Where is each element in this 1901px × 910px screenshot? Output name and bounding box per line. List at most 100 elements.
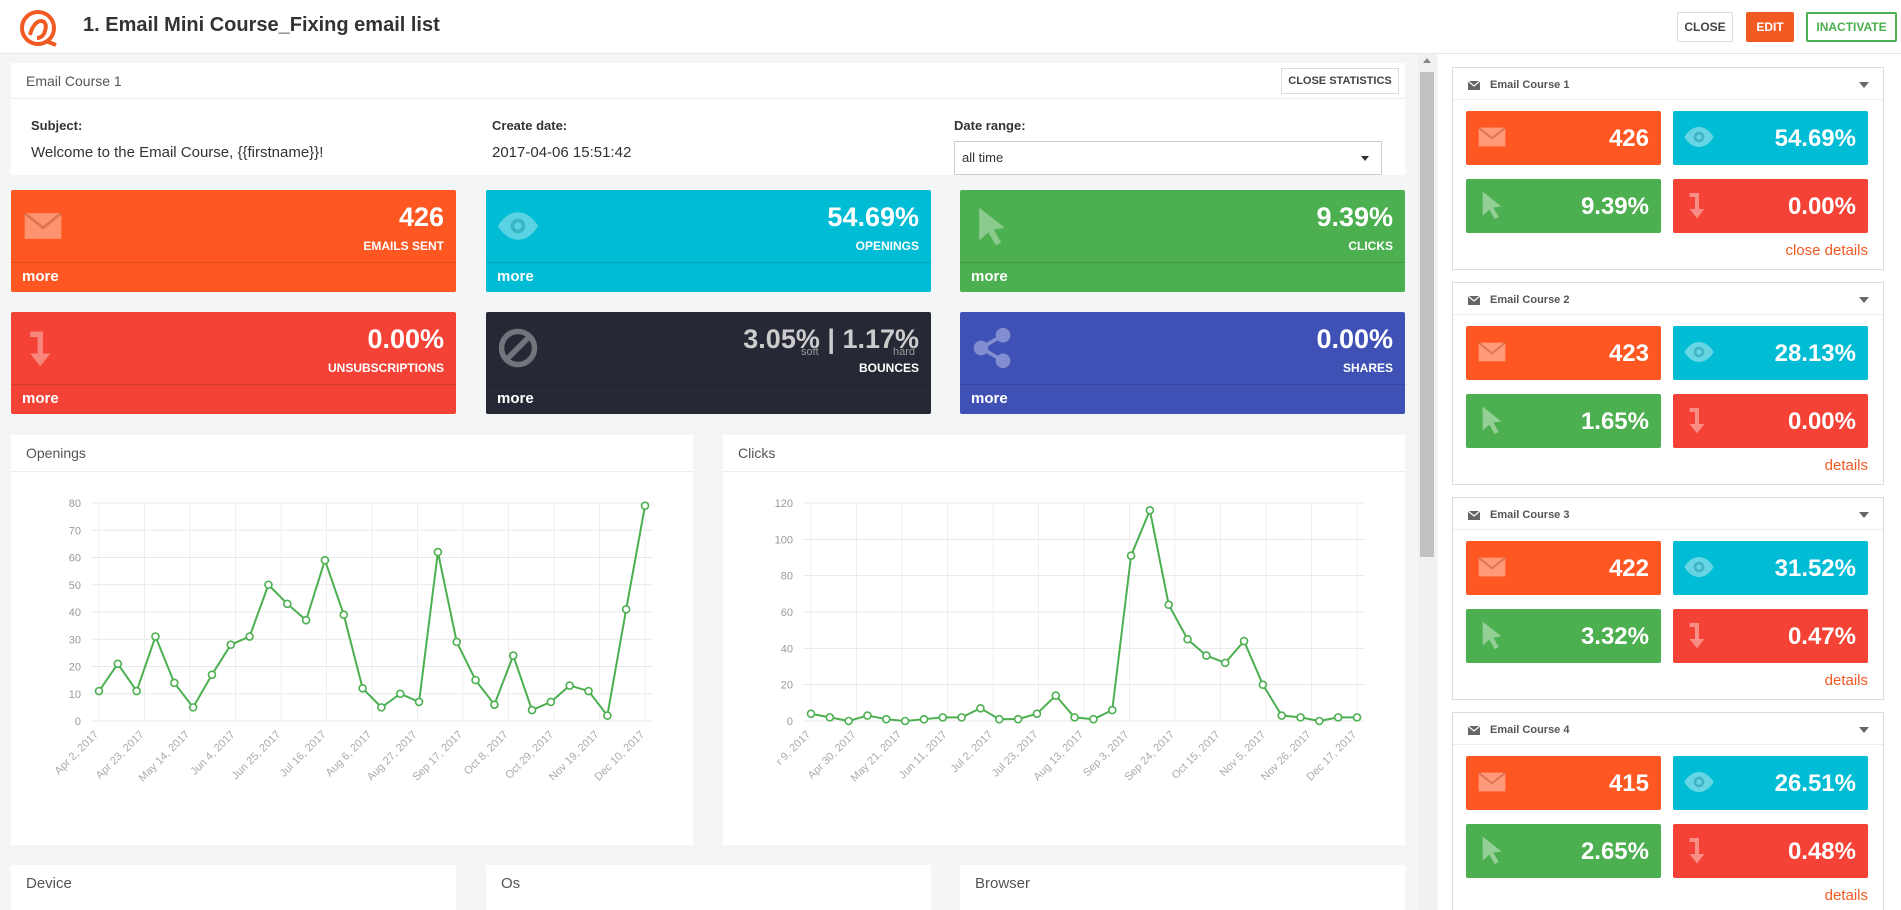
course-card: Email Course 1 426 54.69% 9.39% 0.00% close d… xyxy=(1452,67,1884,270)
course-card-title: Email Course 1 xyxy=(1490,79,1570,91)
openings-more-link[interactable]: more xyxy=(497,268,534,285)
course-details-link[interactable]: details xyxy=(1824,672,1868,689)
data-point xyxy=(938,713,948,722)
data-point xyxy=(1220,658,1230,668)
chevron-down-icon[interactable] xyxy=(1859,512,1869,518)
x-tick-label: Oct 8, 2017 xyxy=(462,729,511,778)
course-details-link[interactable]: details xyxy=(1824,887,1868,904)
shares-label: SHARES xyxy=(1342,361,1393,375)
openings-tile: 54.69% OPENINGS more xyxy=(486,190,931,292)
close-statistics-button[interactable]: CLOSE STATISTICS xyxy=(1281,68,1399,94)
y-tick-label: 40 xyxy=(69,607,81,619)
bounces-hard-label: hard xyxy=(893,346,916,358)
data-point xyxy=(339,610,349,620)
y-tick-label: 0 xyxy=(75,716,81,728)
course-card: Email Course 2 423 28.13% 1.65% 0.00% details xyxy=(1452,282,1884,485)
course-clicks-value: 2.65% xyxy=(1580,838,1649,865)
unsubscriptions-more-link[interactable]: more xyxy=(22,390,59,407)
data-point xyxy=(863,711,872,720)
course-details-link[interactable]: close details xyxy=(1785,242,1868,259)
divider xyxy=(960,262,1405,263)
create-date-label: Create date: xyxy=(492,118,568,133)
chevron-down-icon[interactable] xyxy=(1859,82,1869,88)
bounces-value: 3.05% | 1.17% xyxy=(743,324,919,355)
data-point xyxy=(452,637,462,647)
unsubscriptions-value: 0.00% xyxy=(367,324,444,354)
data-point xyxy=(640,501,650,511)
data-point xyxy=(113,659,123,669)
data-point xyxy=(264,580,273,590)
shares-more-link[interactable]: more xyxy=(971,390,1008,407)
data-point xyxy=(882,714,891,724)
openings-label: OPENINGS xyxy=(855,239,919,253)
data-point xyxy=(806,709,816,719)
eye-icon xyxy=(1683,121,1715,153)
x-tick-label: r 9, 2017 xyxy=(774,729,813,768)
course-clicks-tile: 3.32% xyxy=(1466,609,1661,663)
course-unsubscriptions-value: 0.48% xyxy=(1787,838,1856,865)
chevron-down-icon[interactable] xyxy=(1859,297,1869,303)
course-sent-tile: 415 xyxy=(1466,756,1661,810)
x-tick-label: Jun 25, 2017 xyxy=(230,729,283,782)
data-point xyxy=(508,651,518,660)
data-point xyxy=(1032,709,1042,719)
course-unsubscriptions-value: 0.47% xyxy=(1787,623,1856,650)
divider xyxy=(11,384,456,385)
y-tick-label: 50 xyxy=(69,580,81,592)
divider xyxy=(1453,99,1883,100)
close-button[interactable]: CLOSE xyxy=(1677,12,1733,42)
inactivate-button[interactable]: INACTIVATE xyxy=(1806,12,1897,42)
data-point xyxy=(471,675,480,685)
date-range-value: all time xyxy=(962,150,1004,165)
divider xyxy=(723,471,1405,472)
course-details-link[interactable]: details xyxy=(1824,457,1868,474)
envelope-icon xyxy=(1476,121,1508,153)
y-tick-label: 80 xyxy=(781,571,793,583)
clicks-tile: 9.39% CLICKS more xyxy=(960,190,1405,292)
bounces-more-link[interactable]: more xyxy=(497,390,534,407)
data-point xyxy=(1352,713,1362,722)
data-point xyxy=(603,711,612,720)
course-openings-value: 28.13% xyxy=(1774,340,1856,367)
data-point xyxy=(1051,691,1061,700)
data-point xyxy=(395,689,405,699)
x-tick-label: Aug 6, 2017 xyxy=(324,729,374,779)
arrow-down-icon xyxy=(1683,189,1715,221)
y-tick-label: 80 xyxy=(69,498,81,510)
course-clicks-value: 3.32% xyxy=(1580,623,1649,650)
data-point xyxy=(994,714,1004,724)
y-tick-label: 120 xyxy=(775,498,793,510)
data-point xyxy=(490,700,499,709)
scroll-up-arrow-icon[interactable] xyxy=(1423,58,1431,63)
data-point xyxy=(433,547,443,557)
date-range-select[interactable]: all time xyxy=(954,141,1382,175)
course-sent-value: 422 xyxy=(1608,555,1649,582)
clicks-chart-card: Clicks 0 20 40 60 80 100 120 r 9, 2017 Apr 30, 2… xyxy=(723,435,1405,845)
course-openings-value: 54.69% xyxy=(1774,125,1856,152)
bounces-soft-label: soft xyxy=(801,346,819,358)
data-point xyxy=(1333,713,1343,722)
x-tick-label: Apr 2, 2017 xyxy=(52,729,101,778)
clicks-more-link[interactable]: more xyxy=(971,268,1008,285)
emails-sent-more-link[interactable]: more xyxy=(22,268,59,285)
y-tick-label: 0 xyxy=(787,716,793,728)
emails-sent-tile: 426 EMAILS SENT more xyxy=(11,190,456,292)
course-sent-value: 415 xyxy=(1608,770,1649,797)
openings-chart-title: Openings xyxy=(26,445,86,461)
x-tick-label: Oct 15, 2017 xyxy=(1170,729,1223,782)
edit-button[interactable]: EDIT xyxy=(1746,12,1794,42)
scrollbar-thumb[interactable] xyxy=(1420,72,1434,557)
eye-icon xyxy=(496,204,540,248)
envelope-icon xyxy=(1468,296,1480,305)
create-date-value: 2017-04-06 15:51:42 xyxy=(492,144,632,161)
y-tick-label: 60 xyxy=(781,607,793,619)
chevron-down-icon[interactable] xyxy=(1859,727,1869,733)
divider xyxy=(11,262,456,263)
course-card: Email Course 4 415 26.51% 2.65% 0.48% details xyxy=(1452,712,1884,910)
data-point xyxy=(1070,713,1079,722)
arrow-down-icon xyxy=(1683,404,1715,436)
app-logo-icon[interactable] xyxy=(16,9,62,47)
envelope-icon xyxy=(1468,81,1480,90)
course-card: Email Course 3 422 31.52% 3.32% 0.47% details xyxy=(1452,497,1884,700)
